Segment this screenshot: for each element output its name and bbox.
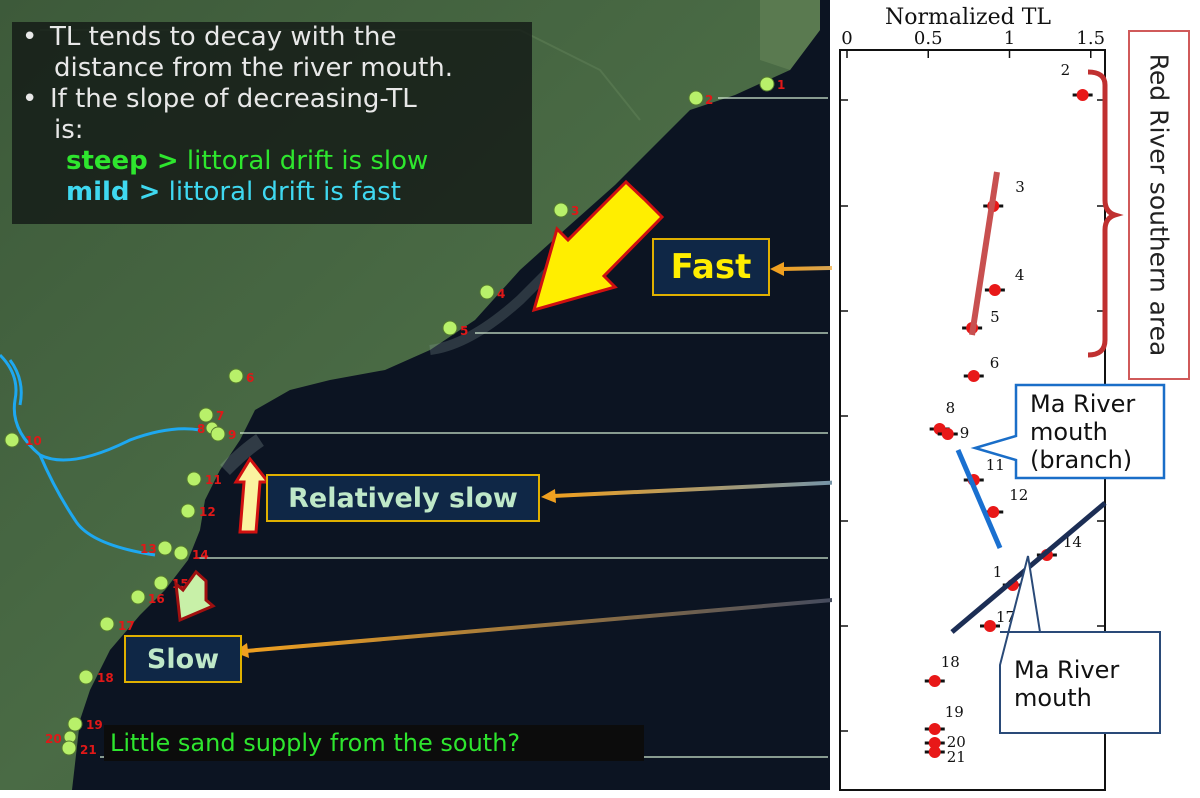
chart-point-6 [967, 370, 980, 382]
svg-text:5: 5 [460, 324, 468, 338]
relatively-slow-label: Relatively slow [266, 474, 540, 522]
chart-point-label: 11 [986, 456, 1005, 474]
chart-point-20 [928, 737, 941, 749]
bullet-1-cont: distance from the river mouth. [54, 53, 454, 83]
svg-text:18: 18 [97, 671, 114, 685]
svg-text:3: 3 [571, 204, 579, 218]
map-point-7: 7 [198, 407, 224, 423]
svg-text:19: 19 [86, 718, 103, 732]
svg-text:17: 17 [118, 619, 135, 633]
chart-point-label: 4 [1015, 266, 1025, 284]
chart-xtick-label: 1 [1004, 28, 1015, 49]
chart-xtick-label: 0.5 [914, 28, 943, 49]
chart-point-label: 20 [947, 733, 966, 751]
ma-branch-callout-text: Ma River mouth (branch) [1030, 390, 1136, 474]
svg-text:1: 1 [777, 78, 785, 92]
svg-text:10: 10 [25, 434, 42, 448]
fast-label: Fast [652, 238, 770, 296]
svg-text:7: 7 [216, 409, 224, 423]
chart-point-label: 21 [947, 748, 966, 766]
bullet-2: • If the slope of decreasing-TL [22, 84, 417, 114]
map-point-16: 16 [130, 589, 165, 606]
red-river-brace [1087, 69, 1124, 358]
bullet-2-cont: is: [54, 115, 84, 145]
chart-point-9 [941, 428, 954, 440]
slow-drift-arrow [174, 569, 216, 623]
chart-point-label: 3 [1015, 178, 1025, 196]
map-point-1: 1 [759, 76, 785, 92]
map-point-10: 10 [4, 432, 42, 448]
ma-mouth-callout-text: Ma River mouth [1014, 656, 1120, 712]
map-point-6: 6 [228, 368, 254, 385]
map-point-19: 19 [67, 716, 103, 732]
svg-text:4: 4 [497, 287, 505, 301]
map-point-9: 9 [210, 426, 236, 442]
trend-line-blue [955, 449, 1003, 549]
svg-text:6: 6 [246, 371, 254, 385]
svg-text:12: 12 [199, 505, 216, 519]
map-point-5: 5 [442, 320, 468, 338]
bottom-note: Little sand supply from the south? [104, 725, 644, 761]
fast-drift-arrow [531, 179, 665, 313]
steep-line: steep > littoral drift is slow [66, 146, 429, 176]
chart-point-label: 9 [960, 424, 970, 442]
svg-text:20: 20 [45, 732, 62, 746]
map-point-3: 3 [553, 202, 579, 218]
map-point-12: 12 [180, 503, 216, 519]
trend-line-red [969, 171, 1000, 336]
svg-text:13: 13 [140, 542, 157, 556]
chart-point-21 [928, 746, 941, 758]
chart-point-17 [984, 620, 996, 632]
chart-point-12 [987, 506, 1000, 518]
svg-text:9: 9 [228, 428, 236, 442]
chart-point-label: 18 [941, 653, 960, 671]
chart-point-label: 19 [945, 703, 964, 721]
svg-text:16: 16 [148, 592, 165, 606]
chart-point-label: 6 [990, 354, 1000, 372]
slow-label: Slow [124, 635, 242, 683]
chart-point-2 [1076, 89, 1089, 101]
chart-xtick-label: 0 [841, 28, 852, 49]
map-point-17: 17 [99, 616, 135, 633]
chart-point-label: 5 [990, 308, 1000, 326]
slow-connector-arrow [245, 590, 926, 653]
bullet-1: • TL tends to decay with the [22, 22, 397, 52]
chart-point-label: 2 [1061, 61, 1071, 79]
svg-text:2: 2 [705, 93, 713, 107]
map-point-20: 20 [45, 730, 77, 746]
svg-text:8: 8 [197, 422, 205, 436]
chart-point-label: 8 [946, 399, 956, 417]
explanation-text-box: • TL tends to decay with the distance fro… [12, 22, 532, 224]
svg-text:21: 21 [80, 743, 97, 757]
map-point-14: 14 [173, 545, 209, 562]
map-point-21: 21 [61, 740, 97, 757]
map-point-18: 18 [78, 669, 114, 685]
chart-point-18 [928, 675, 941, 687]
map-point-13: 13 [140, 540, 173, 556]
map-point-11: 11 [186, 471, 222, 487]
ma-mouth-callout-shape [999, 555, 1161, 734]
svg-text:14: 14 [192, 548, 209, 562]
map-points: 1 2 3 4 5 6 7 8 9 10 11 12 13 14 15 16 1… [4, 76, 785, 757]
chart-point-label: 12 [1009, 486, 1028, 504]
svg-text:11: 11 [205, 473, 222, 487]
chart-point-label: 1 [993, 563, 1003, 581]
chart-point-19 [928, 723, 941, 735]
chart-xlabel: Normalized TL [885, 5, 1051, 30]
map-point-4: 4 [479, 284, 505, 301]
chart-xtick-label: 1.5 [1076, 28, 1105, 49]
ma-branch-callout-shape [970, 383, 1166, 480]
chart-point-4 [988, 284, 1001, 296]
map-point-2: 2 [688, 90, 713, 107]
red-river-area-label: Red River southern area [1128, 30, 1190, 380]
mild-line: mild > littoral drift is fast [66, 177, 401, 207]
